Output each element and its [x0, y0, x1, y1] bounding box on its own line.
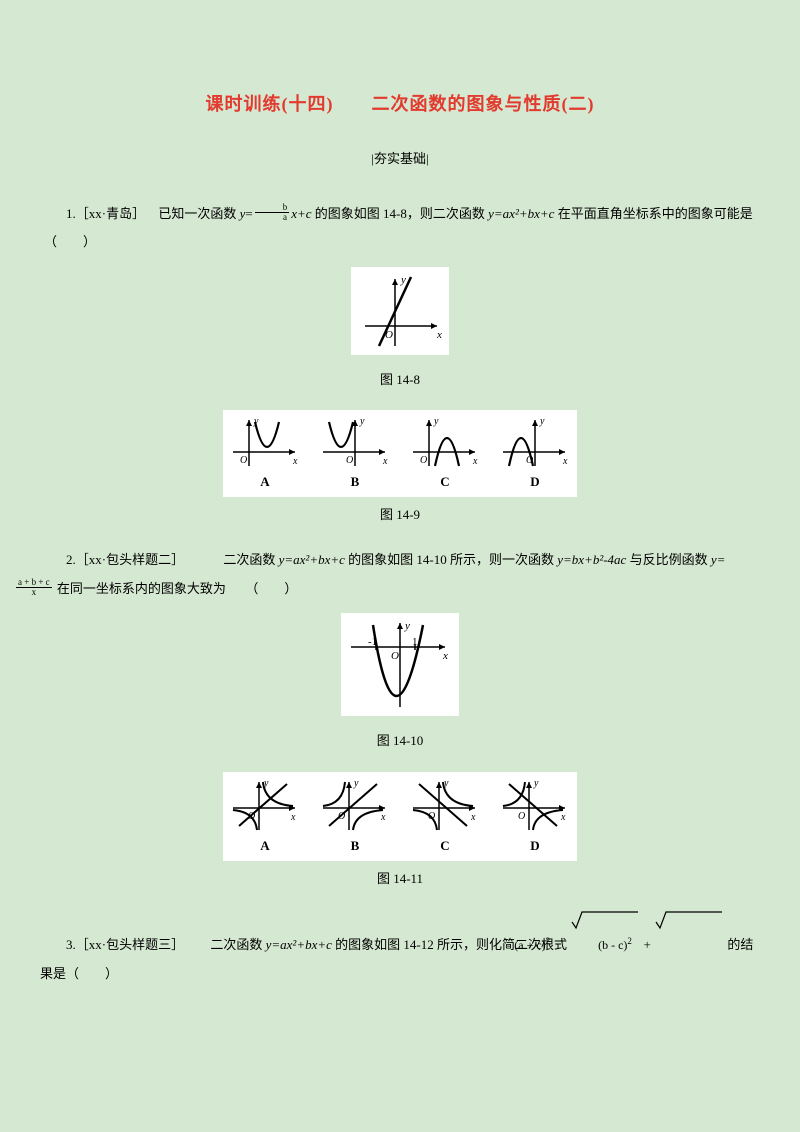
- page-title: 课时训练(十四) 二次函数的图象与性质(二): [40, 90, 760, 119]
- svg-text:O: O: [391, 650, 399, 662]
- svg-text:O: O: [240, 455, 247, 466]
- svg-text:y: y: [533, 778, 539, 789]
- q1-source: 1.［xx·青岛］: [66, 206, 145, 221]
- svg-text:x: x: [442, 650, 448, 662]
- svg-text:x: x: [470, 812, 476, 823]
- svg-text:y: y: [400, 274, 406, 286]
- q2-eq2: y=bx+b²-4ac: [557, 552, 626, 567]
- q1-eq-eq: =: [245, 206, 252, 221]
- svg-text:x: x: [560, 812, 566, 823]
- caption-14-8: 图 14-8: [40, 370, 760, 391]
- opt-d-svg: x y O: [499, 414, 571, 470]
- svg-text:O: O: [518, 811, 525, 822]
- subtitle: |夯实基础|: [40, 149, 760, 170]
- q2-source: 2.［xx·包头样题二］: [66, 552, 184, 567]
- opt-d2-label: D: [499, 836, 571, 857]
- opt-a2-svg: x y O: [229, 776, 301, 834]
- svg-text:x: x: [472, 456, 478, 467]
- caption-14-11: 图 14-11: [40, 869, 760, 890]
- q1-frac: ba: [255, 203, 290, 222]
- q1-eq-xc: x+c: [291, 206, 311, 221]
- q1-text-b: 的图象如图 14-8，则二次函数: [315, 206, 488, 221]
- q2-text-a: 二次函数: [197, 552, 278, 567]
- q1-eq2: y=ax²+bx+c: [488, 206, 554, 221]
- q2-text-c: 与反比例函数: [630, 552, 711, 567]
- q3-sqrt1-inner: (a + c): [514, 938, 545, 952]
- svg-text:y: y: [359, 416, 365, 427]
- fig-14-8-svg: x y O: [355, 271, 445, 351]
- opt-d-label: D: [499, 472, 571, 493]
- q3-sqrt1-exp: 2: [546, 936, 551, 946]
- question-2: 2.［xx·包头样题二］ 二次函数 y=ax²+bx+c 的图象如图 14-10…: [40, 546, 760, 603]
- svg-text:x: x: [436, 329, 442, 341]
- q3-sqrt2-inner: (b - c): [598, 938, 627, 952]
- fig-14-10-svg: x y O -1 1: [345, 617, 455, 712]
- opt-c-svg: x y O: [409, 414, 481, 470]
- option-b2: x y O B: [319, 776, 391, 857]
- svg-text:y: y: [404, 620, 410, 632]
- q2-eq1: y=ax²+bx+c: [279, 552, 345, 567]
- opt-d2-svg: x y O: [499, 776, 571, 834]
- option-a: x y O A: [229, 414, 301, 493]
- opt-c2-svg: x y O: [409, 776, 481, 834]
- svg-text:x: x: [292, 456, 298, 467]
- q2-frac: a + b + cx: [16, 578, 52, 597]
- q1-frac-den: a: [255, 213, 290, 222]
- q2-frac-den: x: [16, 588, 52, 597]
- opt-b-label: B: [319, 472, 391, 493]
- option-d: x y O D: [499, 414, 571, 493]
- svg-text:O: O: [346, 455, 353, 466]
- svg-text:x: x: [290, 812, 296, 823]
- svg-text:y: y: [433, 416, 439, 427]
- svg-text:x: x: [380, 812, 386, 823]
- q1-paren: （ ）: [44, 234, 96, 249]
- figure-14-8: x y O: [40, 267, 760, 362]
- q2-eq3y: y=: [711, 552, 726, 567]
- option-d2: x y O D: [499, 776, 571, 857]
- svg-text:x: x: [382, 456, 388, 467]
- figure-14-10: x y O -1 1: [40, 613, 760, 723]
- q3-sqrt1: (a + c)2: [570, 909, 640, 960]
- opt-b2-label: B: [319, 836, 391, 857]
- svg-text:x: x: [562, 456, 568, 467]
- option-b: x y O B: [319, 414, 391, 493]
- q3-sqrt2: (b - c)2: [654, 909, 724, 960]
- q3-source: 3.［xx·包头样题三］: [66, 937, 184, 952]
- opt-b-svg: x y O: [319, 414, 391, 470]
- option-c: x y O C: [409, 414, 481, 493]
- figure-14-11: x y O A x y O B: [40, 772, 760, 861]
- option-a2: x y O A: [229, 776, 301, 857]
- opt-a-label: A: [229, 472, 301, 493]
- option-c2: x y O C: [409, 776, 481, 857]
- q1-text-a: 已知一次函数: [158, 206, 239, 221]
- q2-text-b: 的图象如图 14-10 所示，则一次函数: [348, 552, 557, 567]
- q1-text-c: 在平面直角坐标系中的图象可能是: [558, 206, 753, 221]
- svg-text:y: y: [353, 778, 359, 789]
- svg-text:y: y: [539, 416, 545, 427]
- opt-c2-label: C: [409, 836, 481, 857]
- caption-14-9: 图 14-9: [40, 505, 760, 526]
- figure-14-9: x y O A x y O B: [40, 410, 760, 497]
- opt-c-label: C: [409, 472, 481, 493]
- q3-text-a: 二次函数: [197, 937, 265, 952]
- opt-b2-svg: x y O: [319, 776, 391, 834]
- opt-a2-label: A: [229, 836, 301, 857]
- svg-text:O: O: [420, 455, 427, 466]
- caption-14-10: 图 14-10: [40, 731, 760, 752]
- question-1: 1.［xx·青岛］ 已知一次函数 y=bax+c 的图象如图 14-8，则二次函…: [40, 200, 760, 257]
- q3-eq1: y=ax²+bx+c: [266, 937, 332, 952]
- q2-text-d: 在同一坐标系内的图象大致为 （ ）: [57, 581, 298, 596]
- q3-plus: +: [644, 937, 651, 952]
- question-3: 3.［xx·包头样题三］ 二次函数 y=ax²+bx+c 的图象如图 14-12…: [40, 909, 760, 988]
- opt-a-svg: x y O: [229, 414, 301, 470]
- q3-sqrt2-exp: 2: [627, 936, 632, 946]
